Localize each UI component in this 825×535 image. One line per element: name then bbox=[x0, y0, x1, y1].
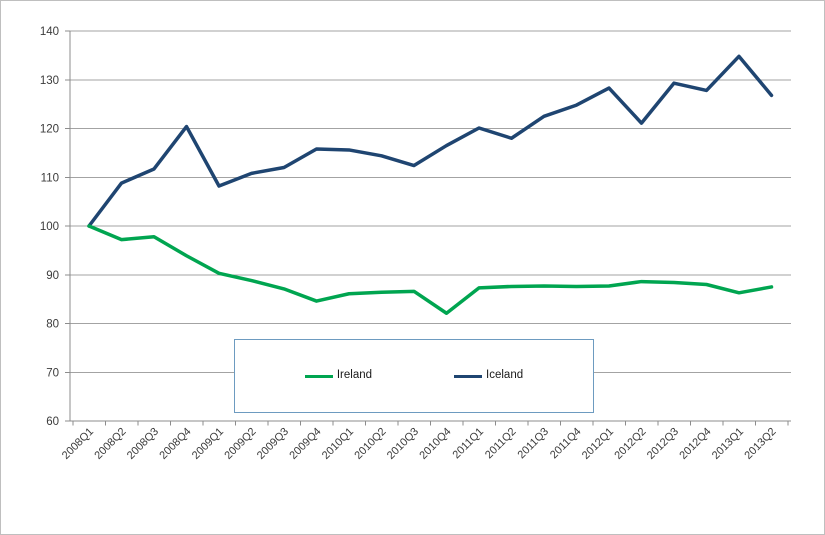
legend-label-iceland: Iceland bbox=[486, 369, 524, 382]
y-axis-labels: 60 70 80 90 100 110 120 130 140 bbox=[40, 26, 59, 428]
svg-text:130: 130 bbox=[40, 75, 59, 87]
ireland-series-line bbox=[87, 224, 774, 316]
svg-text:120: 120 bbox=[40, 124, 59, 136]
svg-text:2012Q2: 2012Q2 bbox=[612, 426, 648, 462]
svg-text:100: 100 bbox=[40, 221, 59, 233]
x-axis-labels: 2008Q12008Q22008Q32008Q42009Q12009Q22009… bbox=[60, 426, 779, 462]
svg-text:2013Q2: 2013Q2 bbox=[742, 426, 778, 462]
ireland-line-sample bbox=[304, 374, 333, 378]
svg-text:90: 90 bbox=[46, 270, 59, 282]
svg-text:2011Q2: 2011Q2 bbox=[483, 426, 519, 462]
svg-text:2013Q1: 2013Q1 bbox=[710, 426, 746, 462]
svg-text:2010Q4: 2010Q4 bbox=[417, 426, 453, 462]
legend-label-ireland: Ireland bbox=[336, 369, 373, 382]
svg-text:2008Q3: 2008Q3 bbox=[125, 426, 161, 462]
svg-text:2011Q4: 2011Q4 bbox=[548, 426, 584, 462]
svg-text:2010Q2: 2010Q2 bbox=[352, 426, 388, 462]
svg-text:2011Q3: 2011Q3 bbox=[516, 426, 552, 462]
svg-text:2009Q1: 2009Q1 bbox=[190, 426, 226, 462]
gridlines bbox=[70, 30, 791, 373]
iceland-line-sample bbox=[454, 374, 483, 378]
svg-text:2012Q4: 2012Q4 bbox=[677, 426, 713, 462]
iceland-series-line bbox=[87, 54, 774, 228]
svg-text:2008Q2: 2008Q2 bbox=[92, 426, 128, 462]
svg-text:2008Q1: 2008Q1 bbox=[60, 426, 96, 462]
svg-text:70: 70 bbox=[46, 367, 59, 379]
svg-text:140: 140 bbox=[40, 26, 59, 38]
svg-text:2011Q1: 2011Q1 bbox=[451, 426, 487, 462]
svg-text:110: 110 bbox=[41, 172, 59, 184]
svg-text:2010Q3: 2010Q3 bbox=[385, 426, 421, 462]
svg-text:2012Q3: 2012Q3 bbox=[645, 426, 681, 462]
legend: Ireland Iceland bbox=[234, 339, 594, 413]
svg-text:2010Q1: 2010Q1 bbox=[320, 426, 356, 462]
svg-text:2009Q4: 2009Q4 bbox=[287, 426, 323, 462]
svg-text:2009Q3: 2009Q3 bbox=[255, 426, 291, 462]
legend-item-iceland: Iceland bbox=[454, 370, 523, 382]
svg-text:60: 60 bbox=[46, 416, 59, 428]
legend-item-ireland: Ireland bbox=[304, 369, 373, 382]
svg-text:80: 80 bbox=[46, 319, 59, 331]
svg-text:2009Q2: 2009Q2 bbox=[222, 426, 258, 462]
axes bbox=[65, 30, 791, 426]
svg-text:2012Q1: 2012Q1 bbox=[580, 426, 616, 462]
svg-text:2008Q4: 2008Q4 bbox=[157, 426, 193, 462]
